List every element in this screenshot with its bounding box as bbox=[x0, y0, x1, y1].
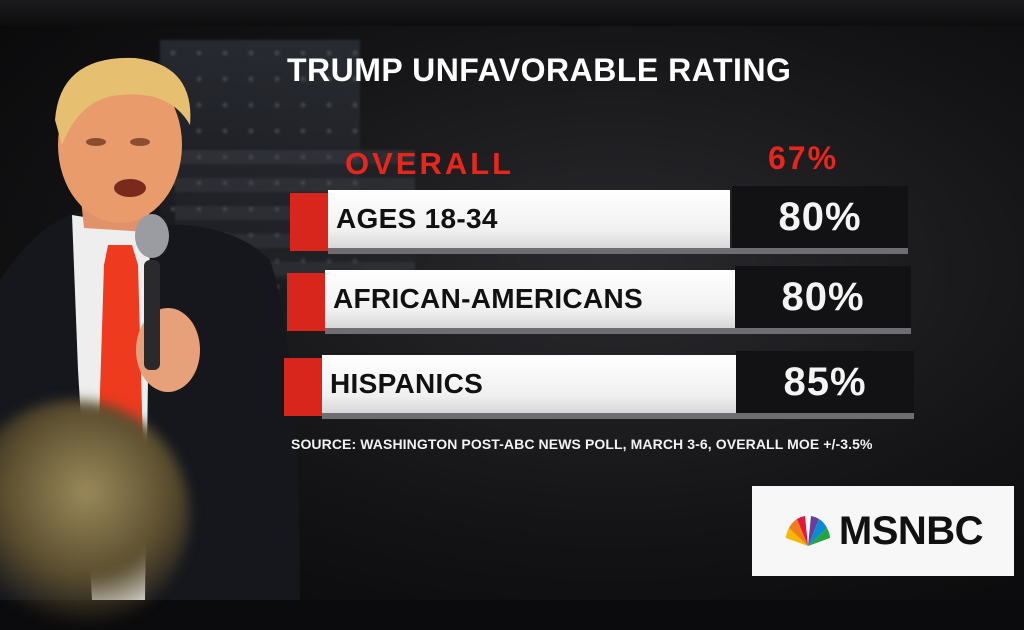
overall-label: OVERALL bbox=[345, 146, 515, 181]
bar-value-box: 80% bbox=[732, 186, 908, 248]
speaker-eye-left bbox=[86, 138, 106, 146]
bar-accent bbox=[287, 273, 325, 331]
bar-label-box: HISPANICS bbox=[322, 355, 738, 413]
tv-bezel bbox=[0, 0, 1024, 26]
bar-value-box: 85% bbox=[736, 351, 914, 413]
peacock-icon bbox=[785, 516, 830, 546]
bar-label: AFRICAN-AMERICANS bbox=[333, 283, 643, 314]
bar-accent bbox=[284, 358, 322, 416]
speaker-eye-right bbox=[130, 138, 150, 146]
logo-text: MSNBC bbox=[838, 508, 984, 553]
speaker-photo bbox=[0, 57, 300, 600]
bar-underline bbox=[325, 328, 911, 334]
foreground-blur bbox=[0, 400, 190, 630]
bar-label: HISPANICS bbox=[330, 368, 484, 399]
bar-value: 80% bbox=[778, 194, 862, 239]
bar-value: 85% bbox=[783, 359, 867, 404]
speaker-hair bbox=[55, 57, 191, 145]
bar-row-african-americans: AFRICAN-AMERICANS 80% bbox=[287, 266, 911, 334]
overall-value: 67% bbox=[768, 140, 839, 176]
bar-accent bbox=[290, 193, 328, 251]
microphone-handle bbox=[144, 260, 160, 370]
microphone-head bbox=[135, 214, 169, 258]
msnbc-logo: MSNBC bbox=[752, 486, 1014, 576]
bar-label: AGES 18-34 bbox=[336, 203, 498, 234]
bar-label-box: AFRICAN-AMERICANS bbox=[325, 270, 735, 328]
source-note: SOURCE: WASHINGTON POST-ABC NEWS POLL, M… bbox=[291, 436, 873, 452]
bar-row-ages-18-34: AGES 18-34 80% bbox=[290, 186, 908, 254]
bar-underline bbox=[322, 413, 914, 419]
bar-value-box: 80% bbox=[735, 266, 911, 328]
bar-underline bbox=[328, 248, 908, 254]
speaker-mouth bbox=[114, 179, 146, 197]
chart-title: TRUMP UNFAVORABLE RATING bbox=[287, 52, 792, 88]
bar-label-box: AGES 18-34 bbox=[328, 190, 730, 248]
bar-value: 80% bbox=[781, 274, 865, 319]
bar-row-hispanics: HISPANICS 85% bbox=[284, 351, 914, 419]
